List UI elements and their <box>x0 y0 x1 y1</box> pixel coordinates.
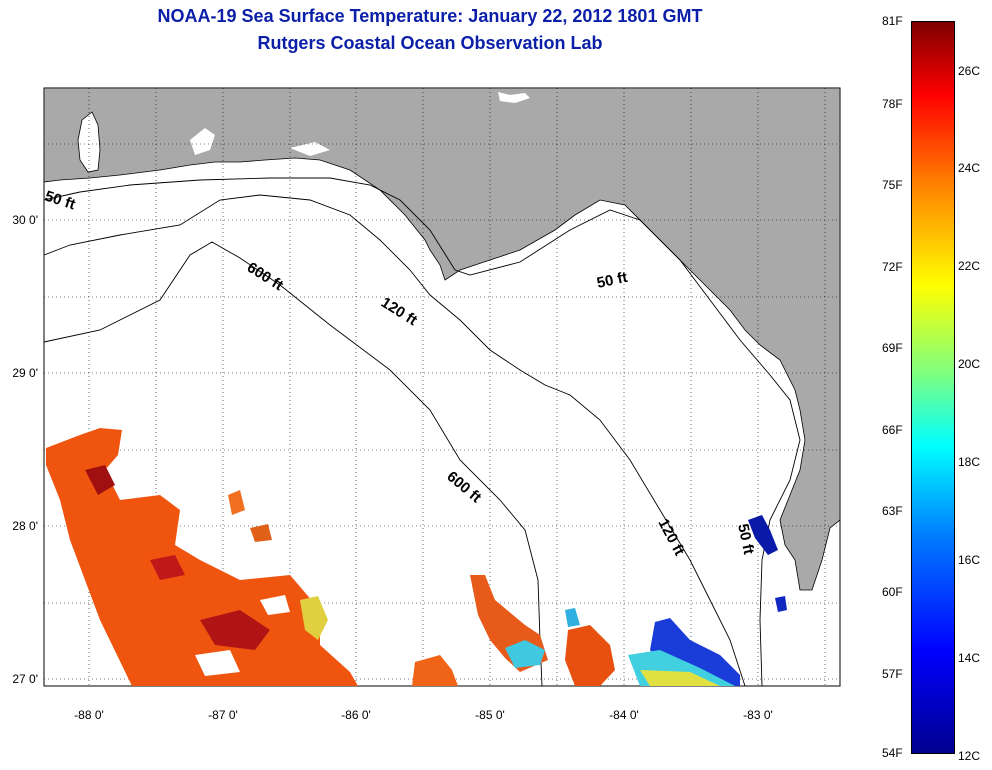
colorbar-f-label: 78F <box>882 97 903 111</box>
lake <box>498 92 530 103</box>
lat-label: 28 0' <box>12 519 38 533</box>
colorbar-c-label: 12C <box>958 749 981 763</box>
sst-patch-dark <box>85 465 115 495</box>
title-line1: NOAA-19 Sea Surface Temperature: January… <box>157 6 703 26</box>
lake <box>290 142 330 156</box>
sst-patch-west <box>46 428 358 686</box>
lon-label: -87 0' <box>208 708 238 722</box>
colorbar-c-label: 18C <box>958 455 981 469</box>
title-line2: Rutgers Coastal Ocean Observation Lab <box>257 33 603 53</box>
sst-patch-mid <box>565 625 615 686</box>
colorbar <box>911 21 955 754</box>
sst-patch-small <box>412 655 458 686</box>
mobile-bay <box>77 111 101 173</box>
colorbar-c-label: 20C <box>958 357 981 371</box>
sst-patch-yellow <box>640 670 720 686</box>
contour-label-50ft-lower: 50 ft <box>734 522 757 556</box>
sst-patch-cyan <box>565 608 580 627</box>
depth-contours <box>43 177 801 687</box>
lon-label: -86 0' <box>341 708 371 722</box>
sst-patch-small <box>228 490 245 515</box>
colorbar-f-label: 66F <box>882 423 903 437</box>
sst-patch-blue <box>775 596 787 612</box>
lat-label: 27 0' <box>12 672 38 686</box>
colorbar-f-label: 63F <box>882 504 903 518</box>
colorbar-f-label: 72F <box>882 260 903 274</box>
lon-label: -88 0' <box>74 708 104 722</box>
contour-120ft <box>43 194 746 687</box>
lat-label: 29 0' <box>12 366 38 380</box>
lon-label: -83 0' <box>743 708 773 722</box>
colorbar-f-label: 75F <box>882 178 903 192</box>
sst-patch-small <box>250 524 272 542</box>
land-region <box>43 87 841 591</box>
lat-label: 30 0' <box>12 213 38 227</box>
lon-label: -85 0' <box>475 708 505 722</box>
contour-600ft <box>43 241 543 687</box>
sst-patches <box>46 428 787 686</box>
sst-map[interactable]: 50 ft 600 ft 120 ft 50 ft 600 ft 120 ft … <box>0 0 860 770</box>
sst-patch-dark <box>150 555 185 580</box>
colorbar-c-label: 14C <box>958 651 981 665</box>
colorbar-f-label: 54F <box>882 746 903 760</box>
colorbar-c-label: 22C <box>958 259 981 273</box>
colorbar-c-label: 26C <box>958 64 981 78</box>
colorbar-f-label: 81F <box>882 14 903 28</box>
sst-patch-hole <box>195 650 240 676</box>
sst-patch-hole <box>260 595 290 615</box>
sst-patch-blue <box>748 515 778 555</box>
colorbar-f-label: 60F <box>882 585 903 599</box>
lon-label: -84 0' <box>609 708 639 722</box>
lake <box>190 128 215 155</box>
sst-patch-cyan <box>505 640 545 668</box>
colorbar-c-label: 24C <box>958 161 981 175</box>
colorbar-f-label: 57F <box>882 667 903 681</box>
contour-50ft <box>43 177 801 687</box>
contour-label-50ft-east: 50 ft <box>595 269 629 292</box>
sst-patch-cool <box>300 596 328 640</box>
colorbar-c-label: 16C <box>958 553 981 567</box>
sst-patch-dark <box>200 610 270 650</box>
colorbar-f-label: 69F <box>882 341 903 355</box>
